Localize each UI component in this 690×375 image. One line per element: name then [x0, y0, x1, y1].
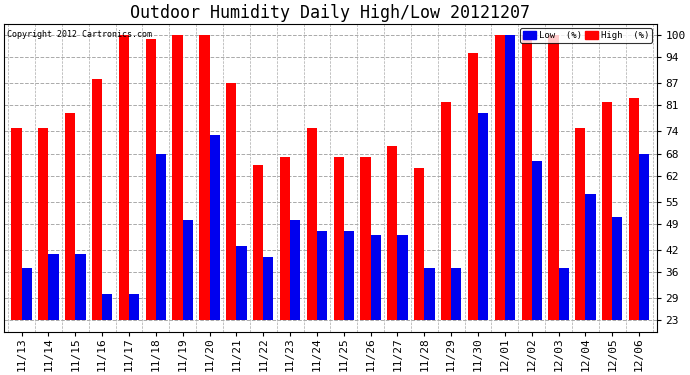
Bar: [639, 153, 649, 320]
Bar: [199, 35, 210, 320]
Bar: [478, 113, 489, 320]
Bar: [585, 194, 595, 320]
Bar: [38, 128, 48, 320]
Bar: [495, 35, 505, 320]
Title: Outdoor Humidity Daily High/Low 20121207: Outdoor Humidity Daily High/Low 20121207: [130, 4, 531, 22]
Bar: [65, 113, 75, 320]
Bar: [264, 257, 273, 320]
Bar: [559, 268, 569, 320]
Bar: [237, 246, 246, 320]
Bar: [602, 102, 612, 320]
Legend: Low  (%), High  (%): Low (%), High (%): [520, 28, 652, 43]
Bar: [290, 220, 300, 320]
Bar: [119, 35, 129, 320]
Bar: [210, 135, 219, 320]
Bar: [451, 268, 462, 320]
Bar: [226, 83, 237, 320]
Bar: [424, 268, 435, 320]
Bar: [575, 128, 585, 320]
Bar: [280, 157, 290, 320]
Bar: [183, 220, 193, 320]
Bar: [344, 231, 354, 320]
Bar: [146, 39, 156, 320]
Bar: [172, 35, 183, 320]
Bar: [522, 35, 532, 320]
Bar: [371, 235, 381, 320]
Bar: [414, 168, 424, 320]
Bar: [21, 268, 32, 320]
Bar: [549, 35, 559, 320]
Text: Copyright 2012 Cartronics.com: Copyright 2012 Cartronics.com: [8, 30, 152, 39]
Bar: [612, 217, 622, 320]
Bar: [129, 294, 139, 320]
Bar: [307, 128, 317, 320]
Bar: [333, 157, 344, 320]
Bar: [253, 165, 264, 320]
Bar: [360, 157, 371, 320]
Bar: [468, 53, 478, 320]
Bar: [629, 98, 639, 320]
Bar: [441, 102, 451, 320]
Bar: [505, 35, 515, 320]
Bar: [92, 80, 102, 320]
Bar: [102, 294, 112, 320]
Bar: [48, 254, 59, 320]
Bar: [75, 254, 86, 320]
Bar: [532, 161, 542, 320]
Bar: [12, 128, 21, 320]
Bar: [317, 231, 327, 320]
Bar: [387, 146, 397, 320]
Bar: [156, 153, 166, 320]
Bar: [397, 235, 408, 320]
